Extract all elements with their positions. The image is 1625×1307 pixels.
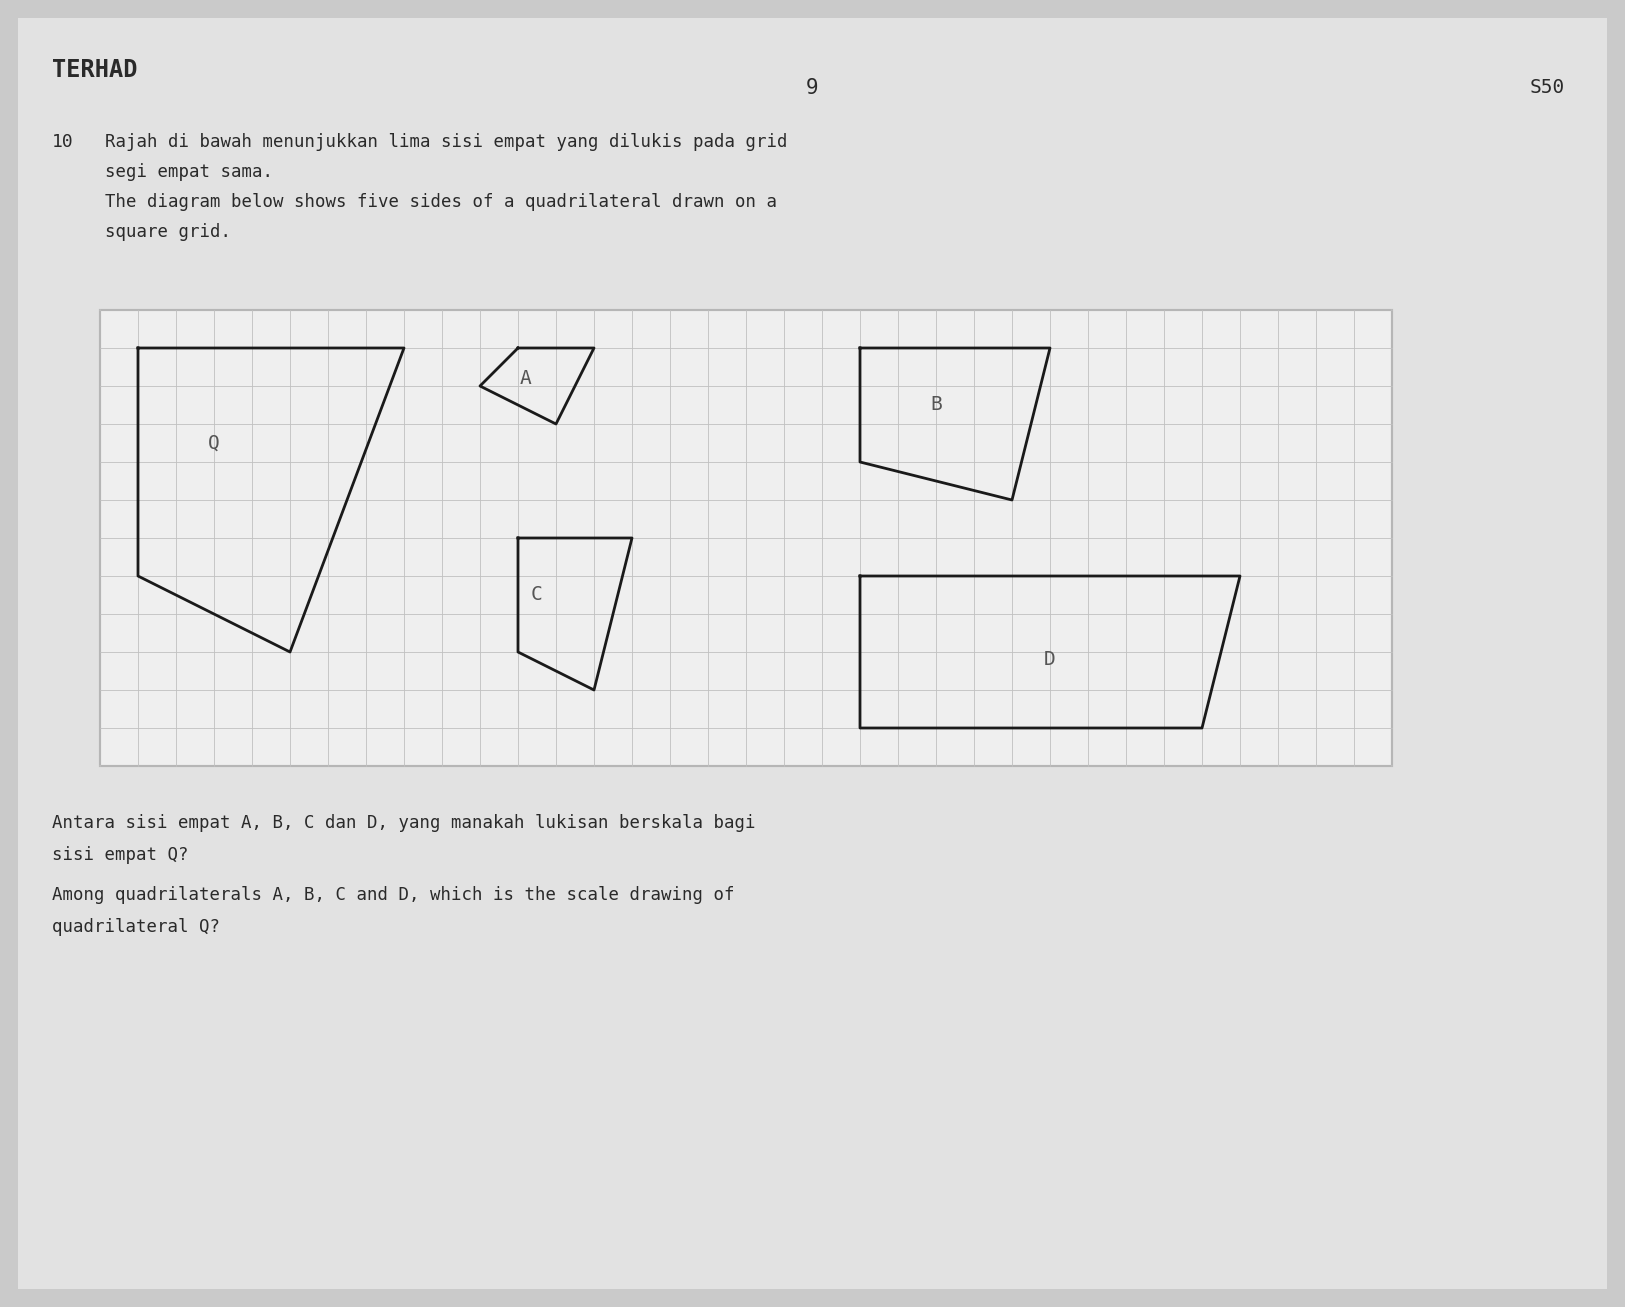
Text: S50: S50	[1529, 78, 1565, 97]
Text: square grid.: square grid.	[106, 223, 231, 240]
Bar	[101, 310, 1393, 766]
Text: Antara sisi empat A, B, C dan D, yang manakah lukisan berskala bagi: Antara sisi empat A, B, C dan D, yang ma…	[52, 814, 756, 833]
Text: A: A	[520, 369, 531, 388]
Text: 9: 9	[806, 78, 819, 98]
Text: The diagram below shows five sides of a quadrilateral drawn on a: The diagram below shows five sides of a …	[106, 193, 777, 210]
Text: segi empat sama.: segi empat sama.	[106, 163, 273, 180]
Text: Q: Q	[208, 434, 219, 452]
Text: B: B	[929, 396, 942, 414]
Text: Rajah di bawah menunjukkan lima sisi empat yang dilukis pada grid: Rajah di bawah menunjukkan lima sisi emp…	[106, 133, 788, 152]
Text: Among quadrilaterals A, B, C and D, which is the scale drawing of: Among quadrilaterals A, B, C and D, whic…	[52, 886, 735, 904]
Text: C: C	[531, 586, 543, 605]
Text: TERHAD: TERHAD	[52, 58, 138, 82]
Text: sisi empat Q?: sisi empat Q?	[52, 846, 188, 864]
Text: quadrilateral Q?: quadrilateral Q?	[52, 918, 219, 936]
Text: 10: 10	[52, 133, 73, 152]
Text: D: D	[1045, 650, 1056, 669]
